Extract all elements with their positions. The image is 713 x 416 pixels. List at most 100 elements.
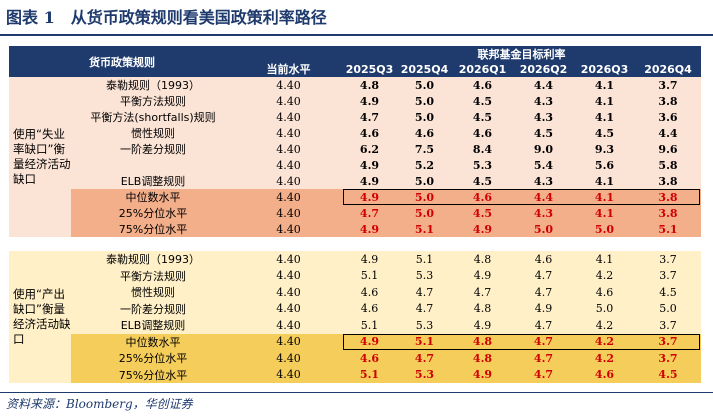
current-level-cell: 4.40: [235, 267, 342, 284]
stat-rate-cell: 4.9: [342, 333, 397, 350]
rate-cell: 4.2: [574, 267, 635, 284]
quarter-header: 2026Q2: [513, 62, 574, 77]
stat-rate-cell: 4.7: [342, 205, 397, 221]
rate-cell: 4.9: [342, 173, 397, 189]
rate-cell: 9.0: [513, 141, 574, 157]
rate-cell: 4.7: [397, 284, 452, 301]
rate-cell: 4.9: [452, 317, 513, 334]
rate-cell: 5.0: [397, 173, 452, 189]
current-level-cell: 4.40: [235, 109, 342, 125]
rate-cell: 5.8: [635, 157, 701, 173]
rule-name: 泰勒规则（1993）: [71, 77, 235, 93]
rate-cell: 4.1: [574, 109, 635, 125]
quarter-header: 2025Q3: [342, 62, 397, 77]
current-level-cell: 4.40: [235, 366, 342, 383]
stat-rate-cell: 4.1: [574, 205, 635, 221]
section-side-label: 使用“产出缺口”衡量经济活动缺口: [9, 251, 71, 383]
stat-name: 25%分位水平: [71, 205, 235, 221]
rate-cell: 4.5: [513, 125, 574, 141]
table-row: 惯性规则 4.40 4.6 4.7 4.7 4.7 4.6 4.5: [9, 284, 701, 301]
stat-rate-cell: 4.2: [574, 333, 635, 350]
percentile-row: 25%分位水平 4.40 4.7 5.0 4.5 4.3 4.1 3.8: [9, 205, 701, 221]
current-level-cell: 4.40: [235, 317, 342, 334]
percentile-row: 25%分位水平 4.40 4.6 4.7 4.8 4.7 4.2 3.7: [9, 350, 701, 367]
rule-name: 惯性规则: [71, 125, 235, 141]
target-rate-header: 联邦基金目标利率: [342, 46, 701, 62]
current-level-header: 当前水平: [235, 46, 342, 77]
percentile-row: 75%分位水平 4.40 5.1 5.3 4.9 4.7 4.6 4.5: [9, 366, 701, 383]
rate-cell: 5.3: [397, 267, 452, 284]
rate-cell: 7.5: [397, 141, 452, 157]
rate-cell: 4.1: [574, 93, 635, 109]
table-row: 平衡方法(shortfalls)规则 4.40 4.7 5.0 4.5 4.3 4.1 3.6: [9, 109, 701, 125]
bottom-rule: [0, 392, 713, 393]
stat-name: 75%分位水平: [71, 366, 235, 383]
current-level-cell: 4.40: [235, 141, 342, 157]
current-level-cell: 4.40: [235, 300, 342, 317]
rate-cell: 3.7: [635, 317, 701, 334]
rate-cell: 5.1: [342, 267, 397, 284]
stat-rate-cell: 5.0: [397, 205, 452, 221]
rate-cell: 5.0: [397, 109, 452, 125]
rate-cell: 4.6: [342, 125, 397, 141]
rate-cell: 4.7: [452, 284, 513, 301]
rate-cell: 3.7: [635, 251, 701, 268]
stat-rate-cell: 4.7: [513, 350, 574, 367]
current-level-cell: 4.40: [235, 284, 342, 301]
stat-rate-cell: 3.7: [635, 350, 701, 367]
stat-rate-cell: 5.3: [397, 366, 452, 383]
rate-cell: 4.6: [342, 300, 397, 317]
stat-name: 75%分位水平: [71, 221, 235, 237]
table-row: 使用“失业率缺口”衡量经济活动缺口 泰勒规则（1993） 4.40 4.8 5.0 4.6…: [9, 77, 701, 237]
rate-cell: 3.8: [635, 173, 701, 189]
rate-cell: 4.6: [397, 125, 452, 141]
rate-cell: 5.4: [513, 157, 574, 173]
table-row: ELB调整规则 4.40 4.9 5.0 4.5 4.3 4.1 3.8: [9, 173, 701, 189]
stat-rate-cell: 5.0: [513, 221, 574, 237]
table-row: 平衡方法规则 4.40 5.1 5.3 4.9 4.7 4.2 3.7: [9, 267, 701, 284]
rate-cell: 5.1: [397, 251, 452, 268]
table-row: 惯性规则 4.40 4.6 4.6 4.6 4.5 4.5 4.4: [9, 125, 701, 141]
stat-rate-cell: 5.1: [397, 333, 452, 350]
rate-cell: 4.6: [452, 77, 513, 93]
stat-rate-cell: 3.8: [635, 189, 701, 205]
current-level-cell: 4.40: [235, 333, 342, 350]
rate-cell: 5.1: [342, 317, 397, 334]
table-row: 平衡方法规则 4.40 4.9 5.0 4.5 4.3 4.1 3.8: [9, 93, 701, 109]
rate-cell: 4.1: [574, 173, 635, 189]
rate-cell: 4.7: [342, 109, 397, 125]
percentile-row: 75%分位水平 4.40 4.9 5.1 4.9 5.0 5.0 5.1: [9, 221, 701, 237]
stat-rate-cell: 3.7: [635, 333, 701, 350]
rate-cell: 4.5: [452, 109, 513, 125]
table-row: 使用“产出缺口”衡量经济活动缺口 泰勒规则（1993） 4.40 4.9 5.1 4.8 4…: [9, 251, 701, 383]
stat-rate-cell: 4.7: [513, 333, 574, 350]
current-level-cell: 4.40: [235, 189, 342, 205]
stat-rate-cell: 4.3: [513, 205, 574, 221]
stat-rate-cell: 4.6: [342, 350, 397, 367]
rate-cell: 5.3: [397, 317, 452, 334]
rate-cell: 4.8: [452, 251, 513, 268]
rule-name: 惯性规则: [71, 284, 235, 301]
current-level-cell: 4.40: [235, 221, 342, 237]
rate-cell: 4.9: [342, 93, 397, 109]
rate-cell: 8.4: [452, 141, 513, 157]
section-side-label: 使用“失业率缺口”衡量经济活动缺口: [9, 77, 71, 237]
policy-rate-table: 货币政策规则 当前水平 联邦基金目标利率 2025Q3 2025Q4 2026Q…: [9, 46, 701, 383]
stat-rate-cell: 4.5: [635, 366, 701, 383]
stat-rate-cell: 4.5: [452, 205, 513, 221]
rule-name: 泰勒规则（1993）: [71, 251, 235, 268]
stat-rate-cell: 4.9: [342, 189, 397, 205]
rate-cell: 4.9: [342, 157, 397, 173]
rate-cell: 4.6: [574, 284, 635, 301]
rule-name: 平衡方法(shortfalls)规则: [71, 109, 235, 125]
stat-rate-cell: 5.1: [342, 366, 397, 383]
stat-rate-cell: 5.1: [635, 221, 701, 237]
stat-rate-cell: 4.4: [513, 189, 574, 205]
stat-name: 中位数水平: [71, 333, 235, 350]
current-level-cell: 4.40: [235, 251, 342, 268]
rule-name: ELB调整规则: [71, 317, 235, 334]
table-row: ELB调整规则 4.40 5.1 5.3 4.9 4.7 4.2 3.7: [9, 317, 701, 334]
rate-cell: 5.2: [397, 157, 452, 173]
rule-name: [71, 157, 235, 173]
current-level-cell: 4.40: [235, 350, 342, 367]
